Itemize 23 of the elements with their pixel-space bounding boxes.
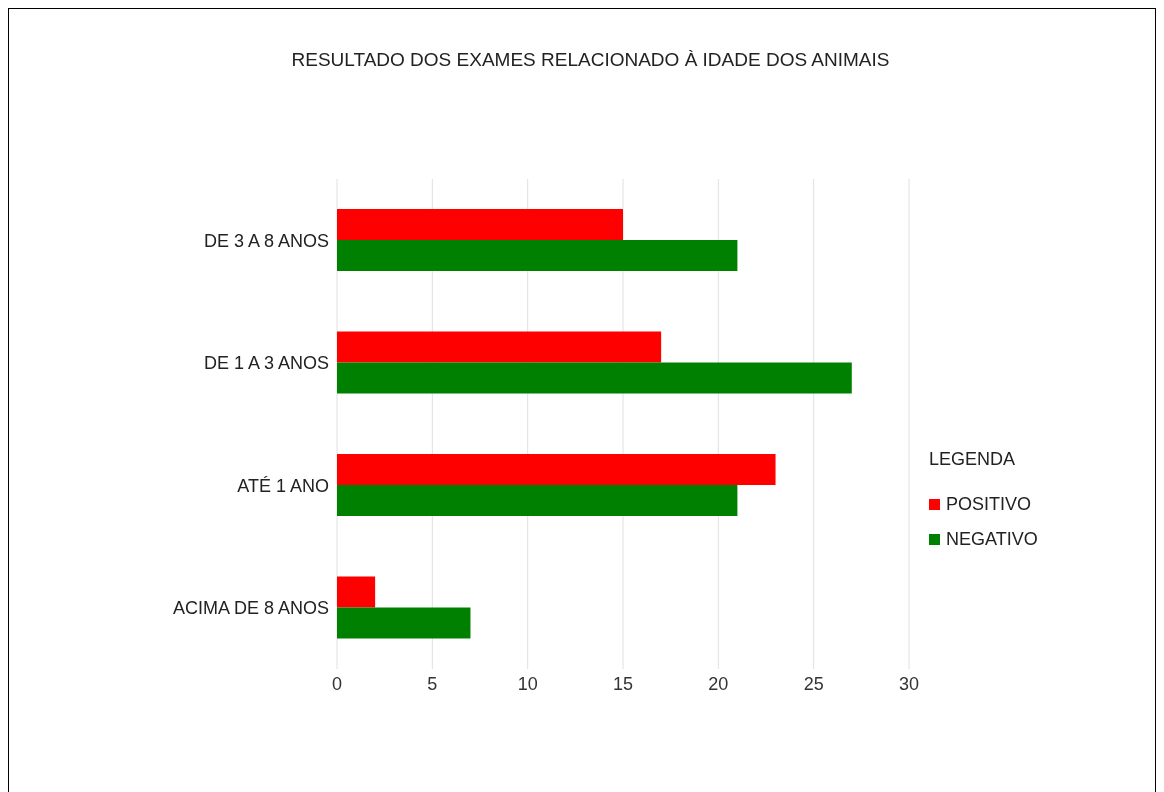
bar [337,240,738,271]
x-tick-label: 0 [331,673,343,694]
legend-label: NEGATIVO [946,529,1038,550]
x-tick-label: 10 [517,673,538,694]
legend-title: LEGENDA [929,449,1017,470]
chart-title: RESULTADO DOS EXAMES RELACIONADO À IDADE DOS ANIMAIS [290,49,891,71]
x-tick-label: 20 [708,673,729,694]
y-tick-label: ACIMA DE 8 ANOS [172,598,329,619]
x-tick-label: 25 [803,673,824,694]
bar [337,576,376,608]
legend-label: POSITIVO [946,494,1032,515]
x-tick-label: 5 [427,673,438,694]
y-tick-label: DE 3 A 8 ANOS [203,230,329,251]
y-tick-label: DE 1 A 3 ANOS [203,353,329,374]
bar [337,607,471,639]
bar [337,331,662,363]
bar [337,454,776,485]
bar [337,362,852,394]
bar [337,209,623,240]
y-tick-label: ATÉ 1 ANO [237,475,329,496]
x-tick-label: 30 [898,673,920,694]
bar [337,485,738,516]
x-tick-label: 15 [612,673,634,694]
